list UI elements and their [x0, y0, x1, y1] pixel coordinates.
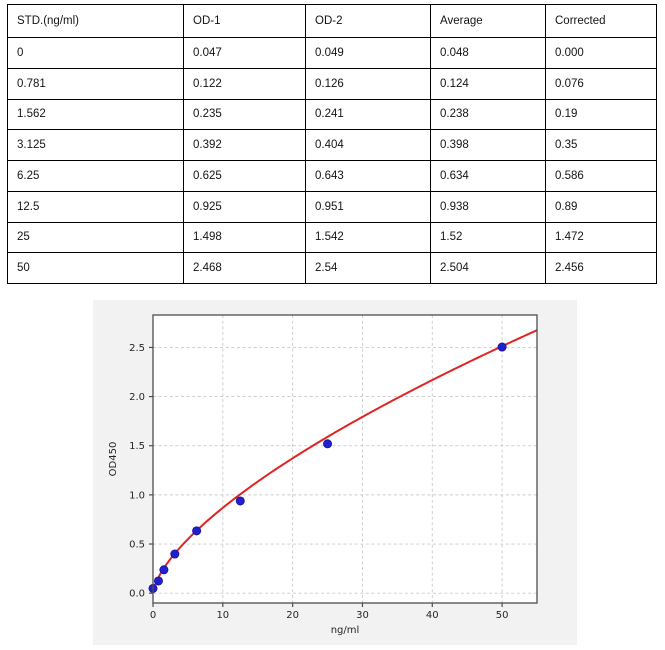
table-cell: 0.122	[183, 67, 306, 100]
table-cell: 0.238	[430, 98, 546, 131]
standard-curve-plot: 0 10 20 30 40 50 0.0 0.5 1.0 1.5 2.0 2.5 ng/ml OD450	[108, 314, 538, 636]
table-cell: 0.076	[545, 67, 657, 100]
table-cell: 0.625	[183, 160, 306, 192]
x-axis-label: ng/ml	[331, 625, 360, 636]
table-cell: 0.000	[545, 37, 657, 69]
standards-table: STD.(ng/ml) OD-1 OD-2 Average Corrected 0 0.0…	[7, 4, 657, 284]
column-header: OD-1	[183, 4, 306, 38]
standards-table-header: STD.(ng/ml) OD-1 OD-2 Average Corrected	[7, 4, 657, 38]
column-header: Corrected	[545, 4, 657, 38]
table-cell: 25	[7, 221, 184, 254]
table-row: 12.5 0.925 0.951 0.938 0.89	[7, 190, 657, 223]
x-tick-label: 30	[356, 610, 369, 621]
table-cell: 0.392	[183, 129, 306, 161]
x-tick-label: 10	[216, 610, 229, 621]
column-header: STD.(ng/ml)	[7, 4, 184, 38]
y-tick-label: 2.5	[129, 343, 145, 354]
table-cell: 0.241	[305, 98, 431, 131]
plot-area	[153, 315, 537, 603]
table-cell: 0	[7, 37, 184, 69]
table-cell: 0.398	[430, 129, 546, 161]
table-cell: 0.781	[7, 67, 184, 100]
fit-curve-line	[153, 329, 537, 591]
y-tick-label: 0.0	[129, 589, 145, 600]
data-point	[170, 549, 180, 559]
table-cell: 2.468	[183, 252, 306, 284]
table-cell: 1.498	[183, 221, 306, 254]
table-row: 1.562 0.235 0.241 0.238 0.19	[7, 98, 657, 131]
data-point	[323, 439, 333, 449]
table-cell: 0.925	[183, 190, 306, 223]
table-cell: 0.35	[545, 129, 657, 161]
table-row: 6.25 0.625 0.643 0.634 0.586	[7, 160, 657, 192]
standard-curve-figure: 0 10 20 30 40 50 0.0 0.5 1.0 1.5 2.0 2.5 ng/ml OD450	[93, 300, 577, 645]
table-header-row: STD.(ng/ml) OD-1 OD-2 Average Corrected	[7, 4, 657, 38]
table-row: 25 1.498 1.542 1.52 1.472	[7, 221, 657, 254]
table-cell: 0.634	[430, 160, 546, 192]
table-cell: 0.235	[183, 98, 306, 131]
table-cell: 0.89	[545, 190, 657, 223]
table-cell: 2.54	[305, 252, 431, 284]
x-tick-label: 50	[496, 610, 509, 621]
data-point	[192, 526, 202, 536]
table-cell: 1.52	[430, 221, 546, 254]
table-cell: 0.124	[430, 67, 546, 100]
x-tick-label: 0	[150, 610, 156, 621]
table-cell: 0.126	[305, 67, 431, 100]
table-cell: 0.047	[183, 37, 306, 69]
table-cell: 1.472	[545, 221, 657, 254]
data-point	[235, 496, 245, 506]
table-cell: 2.504	[430, 252, 546, 284]
table-row: 3.125 0.392 0.404 0.398 0.35	[7, 129, 657, 161]
table-cell: 2.456	[545, 252, 657, 284]
table-cell: 0.049	[305, 37, 431, 69]
table-row: 0 0.047 0.049 0.048 0.000	[7, 37, 657, 69]
table-cell: 1.562	[7, 98, 184, 131]
table-cell: 0.404	[305, 129, 431, 161]
column-header: OD-2	[305, 4, 431, 38]
table-cell: 50	[7, 252, 184, 284]
data-point	[159, 565, 169, 575]
standards-table-body: 0 0.047 0.049 0.048 0.000 0.781 0.122 0.126 0.12…	[7, 37, 657, 284]
y-tick-label: 0.5	[129, 540, 145, 551]
x-tick-label: 40	[426, 610, 439, 621]
x-tick-label: 20	[286, 610, 299, 621]
plot-border	[152, 314, 538, 604]
y-tick-label: 1.5	[129, 441, 145, 452]
table-cell: 0.643	[305, 160, 431, 192]
table-cell: 12.5	[7, 190, 184, 223]
table-cell: 0.951	[305, 190, 431, 223]
table-cell: 0.19	[545, 98, 657, 131]
data-point	[153, 576, 163, 586]
table-cell: 3.125	[7, 129, 184, 161]
y-tick-label: 1.0	[129, 490, 145, 501]
y-tick-label: 2.0	[129, 392, 145, 403]
table-row: 0.781 0.122 0.126 0.124 0.076	[7, 67, 657, 100]
table-cell: 0.586	[545, 160, 657, 192]
table-cell: 6.25	[7, 160, 184, 192]
table-cell: 0.938	[430, 190, 546, 223]
table-cell: 1.542	[305, 221, 431, 254]
column-header: Average	[430, 4, 546, 38]
table-row: 50 2.468 2.54 2.504 2.456	[7, 252, 657, 284]
data-point	[497, 342, 507, 352]
y-axis-label: OD450	[108, 442, 119, 477]
table-cell: 0.048	[430, 37, 546, 69]
